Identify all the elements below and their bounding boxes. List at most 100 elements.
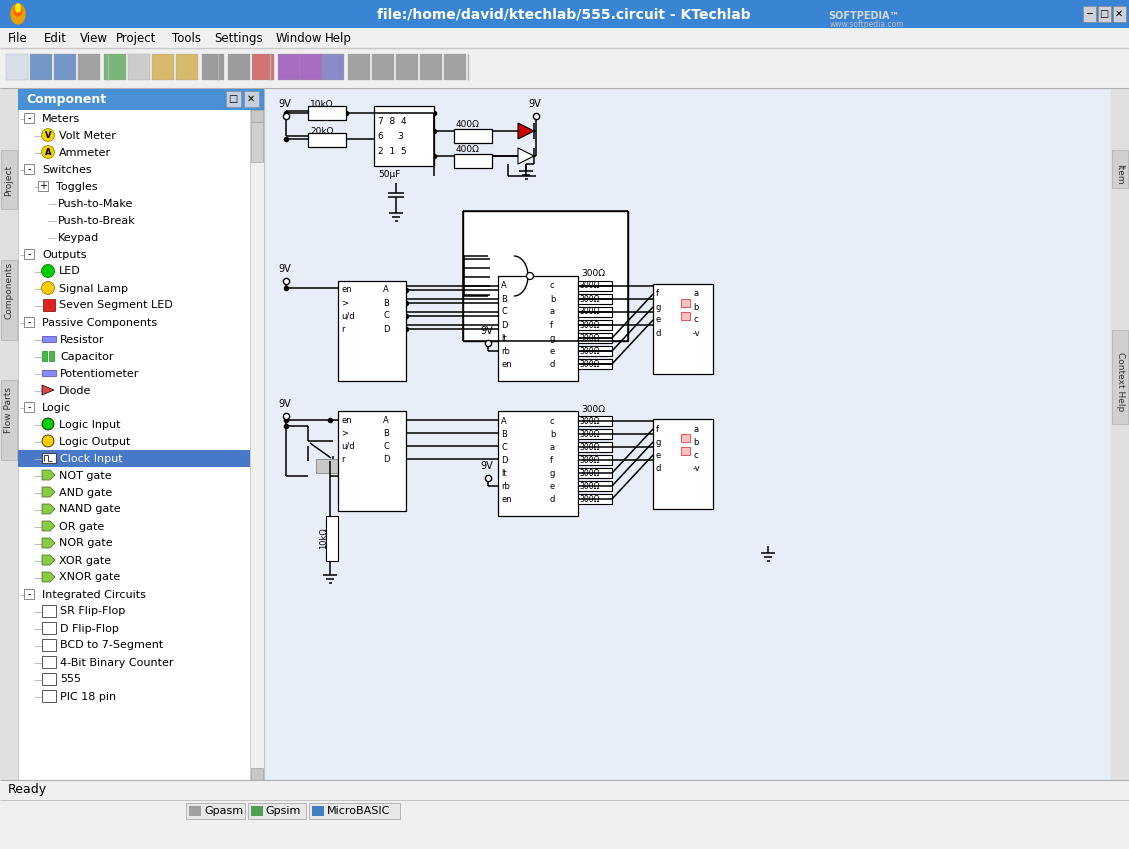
Point <box>870 599 889 613</box>
Point <box>380 389 399 402</box>
Point <box>787 431 805 445</box>
Point <box>563 571 581 585</box>
Point <box>773 235 791 249</box>
Point <box>353 250 371 263</box>
Point <box>969 683 987 697</box>
Point <box>563 585 581 599</box>
Point <box>773 711 791 725</box>
Point <box>437 333 455 346</box>
Point <box>913 683 931 697</box>
Point <box>325 333 343 346</box>
Bar <box>578 416 612 426</box>
Point <box>940 166 959 179</box>
Point <box>955 655 973 669</box>
Point <box>450 375 469 389</box>
Point <box>465 361 483 374</box>
Point <box>983 655 1001 669</box>
Point <box>1080 627 1099 641</box>
Point <box>969 767 987 781</box>
Point <box>395 166 413 179</box>
Point <box>997 123 1015 137</box>
Point <box>590 375 609 389</box>
Point <box>325 641 343 655</box>
Point <box>395 459 413 473</box>
Point <box>633 347 651 361</box>
Point <box>1095 291 1113 305</box>
Point <box>703 753 721 767</box>
Point <box>885 123 903 137</box>
Text: AND gate: AND gate <box>59 487 112 498</box>
Point <box>675 403 693 417</box>
Point <box>507 529 525 543</box>
Point <box>479 585 497 599</box>
Point <box>647 739 665 753</box>
Point <box>367 473 385 486</box>
Point <box>367 95 385 109</box>
Point <box>633 515 651 529</box>
Text: -: - <box>27 402 30 412</box>
Point <box>409 305 427 318</box>
Point <box>590 655 609 669</box>
Point <box>409 753 427 767</box>
Point <box>703 403 721 417</box>
Point <box>269 207 287 221</box>
Text: rb: rb <box>501 346 510 356</box>
Point <box>450 110 469 123</box>
Point <box>1053 278 1071 291</box>
Point <box>983 753 1001 767</box>
Point <box>843 222 861 235</box>
Point <box>1067 557 1085 571</box>
Point <box>997 613 1015 627</box>
Point <box>927 138 945 151</box>
Point <box>773 585 791 599</box>
Point <box>1025 613 1043 627</box>
Bar <box>308 106 345 120</box>
Point <box>899 263 917 277</box>
Point <box>703 417 721 430</box>
Point <box>689 179 707 193</box>
Point <box>800 291 819 305</box>
Point <box>563 123 581 137</box>
Point <box>689 683 707 697</box>
Point <box>1039 753 1057 767</box>
Point <box>927 151 945 165</box>
Point <box>339 361 357 374</box>
Point <box>479 487 497 501</box>
Point <box>1039 347 1057 361</box>
Text: 6     3: 6 3 <box>378 132 404 140</box>
Point <box>759 655 777 669</box>
Point <box>619 361 637 374</box>
Point <box>549 389 567 402</box>
Point <box>927 278 945 291</box>
Point <box>1080 613 1099 627</box>
Text: c: c <box>550 282 554 290</box>
Point <box>269 333 287 346</box>
Point <box>507 417 525 430</box>
Point <box>717 417 735 430</box>
Point <box>1080 585 1099 599</box>
Point <box>940 459 959 473</box>
Point <box>647 599 665 613</box>
Point <box>479 571 497 585</box>
Point <box>409 179 427 193</box>
Point <box>590 557 609 571</box>
Point <box>563 445 581 458</box>
Point <box>800 389 819 402</box>
Point <box>605 319 623 333</box>
Point <box>1039 361 1057 374</box>
Point <box>899 235 917 249</box>
Point <box>857 347 875 361</box>
Point <box>759 263 777 277</box>
Point <box>535 123 553 137</box>
Point <box>675 138 693 151</box>
Text: 9V: 9V <box>480 326 492 336</box>
Point <box>773 473 791 486</box>
Point <box>660 557 679 571</box>
Point <box>843 501 861 514</box>
Point <box>577 515 595 529</box>
Point <box>689 473 707 486</box>
Point <box>633 711 651 725</box>
Point <box>647 333 665 346</box>
Point <box>619 501 637 514</box>
Point <box>353 95 371 109</box>
